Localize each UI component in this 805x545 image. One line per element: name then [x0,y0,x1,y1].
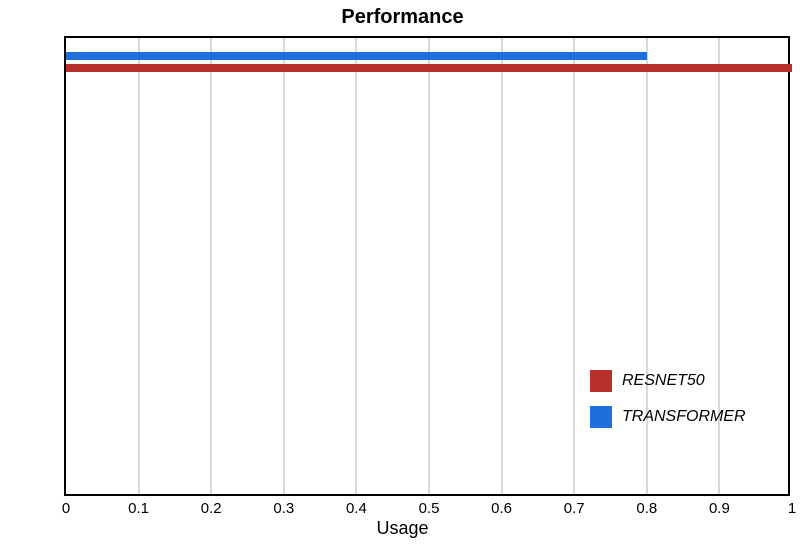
legend: RESNET50 TRANSFORMER [590,356,746,442]
legend-swatch [590,370,612,392]
x-tick-label: 0.9 [709,500,730,517]
x-axis-label: Usage [0,518,805,539]
grid-line [428,38,430,494]
x-tick-label: 0.5 [419,500,440,517]
grid-line [138,38,140,494]
legend-label: RESNET50 [622,372,705,390]
bar-transformer [66,52,647,60]
grid-line [283,38,285,494]
x-tick-label: 0.6 [491,500,512,517]
grid-line [501,38,503,494]
legend-item: TRANSFORMER [590,406,746,428]
x-tick-label: 0.8 [636,500,657,517]
grid-line [355,38,357,494]
x-tick-label: 0.1 [128,500,149,517]
x-tick-label: 1 [788,500,796,517]
x-tick-label: 0.2 [201,500,222,517]
grid-line [210,38,212,494]
x-tick-label: 0 [62,500,70,517]
grid-line [573,38,575,494]
chart-title: Performance [0,6,805,29]
legend-swatch [590,406,612,428]
x-tick-label: 0.3 [273,500,294,517]
legend-item: RESNET50 [590,370,746,392]
bar-resnet50 [66,64,792,72]
legend-label: TRANSFORMER [622,408,746,426]
x-tick-label: 0.7 [564,500,585,517]
x-tick-label: 0.4 [346,500,367,517]
performance-chart: Performance Tesla V100 00.10.20.30.40.50… [0,0,805,545]
